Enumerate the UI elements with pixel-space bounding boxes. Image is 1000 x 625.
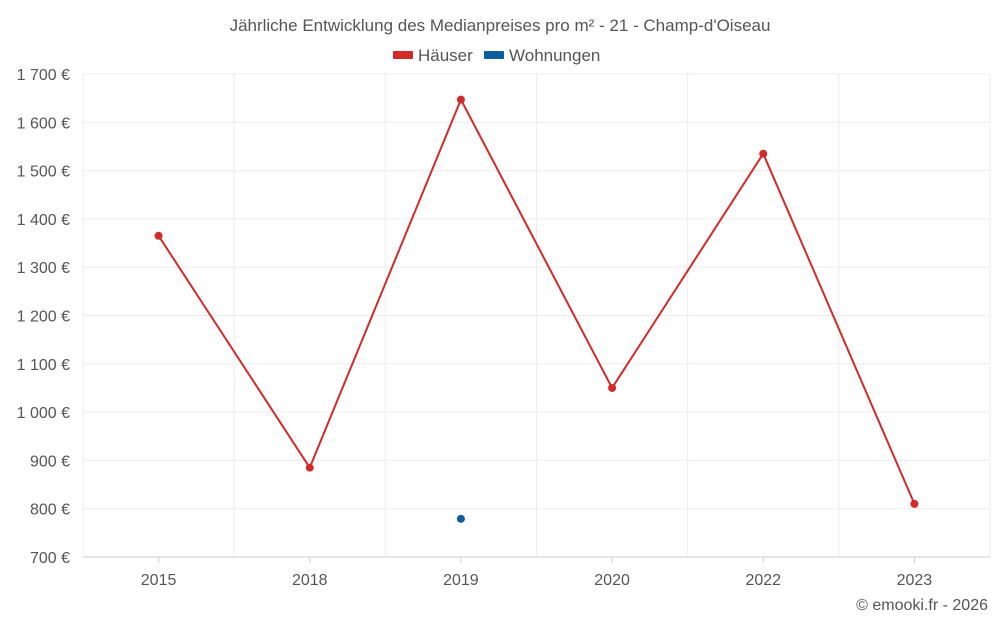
credit-text: © emooki.fr - 2026	[856, 597, 988, 614]
x-tick-label: 2022	[745, 572, 781, 589]
chart-title: Jährliche Entwicklung des Medianpreises …	[230, 16, 771, 35]
data-point-haeuser[interactable]	[154, 231, 163, 240]
data-point-haeuser[interactable]	[305, 463, 314, 472]
x-tick-label: 2019	[443, 572, 479, 589]
data-point-haeuser[interactable]	[910, 499, 919, 508]
legend-label-wohnungen: Wohnungen	[509, 46, 600, 65]
y-tick-label: 1 700 €	[17, 67, 70, 84]
x-tick-label: 2015	[141, 572, 177, 589]
y-tick-label: 900 €	[30, 453, 70, 470]
legend: Häuser Wohnungen	[393, 46, 600, 65]
y-tick-label: 1 200 €	[17, 309, 70, 326]
data-point-haeuser[interactable]	[608, 383, 617, 392]
data-point-haeuser[interactable]	[456, 95, 465, 104]
legend-label-haeuser: Häuser	[418, 46, 473, 65]
y-tick-label: 1 400 €	[17, 212, 70, 229]
y-tick-label: 1 500 €	[17, 164, 70, 181]
series-line-haeuser	[157, 98, 916, 505]
data-point-haeuser[interactable]	[759, 149, 768, 158]
x-tick-label: 2018	[292, 572, 328, 589]
data-point-wohnungen[interactable]	[456, 514, 465, 523]
x-tick-label: 2023	[897, 572, 933, 589]
legend-swatch-wohnungen	[484, 51, 504, 59]
legend-item-wohnungen[interactable]: Wohnungen	[484, 46, 600, 65]
y-tick-label: 1 000 €	[17, 405, 70, 422]
y-tick-label: 1 600 €	[17, 115, 70, 132]
x-tick-label: 2020	[594, 572, 630, 589]
legend-swatch-haeuser	[393, 51, 413, 59]
y-axis-ticks: 700 € 800 € 900 € 1 000 € 1 100 € 1 200 € 1 30…	[17, 67, 70, 567]
y-tick-label: 700 €	[30, 550, 70, 567]
y-tick-label: 1 300 €	[17, 260, 70, 277]
x-axis-ticks: 2015 2018 2019 2020 2022 2023	[141, 557, 933, 589]
legend-item-haeuser[interactable]: Häuser	[393, 46, 473, 65]
y-tick-label: 800 €	[30, 502, 70, 519]
grid	[82, 73, 991, 558]
series-layer	[154, 95, 919, 523]
y-tick-label: 1 100 €	[17, 357, 70, 374]
